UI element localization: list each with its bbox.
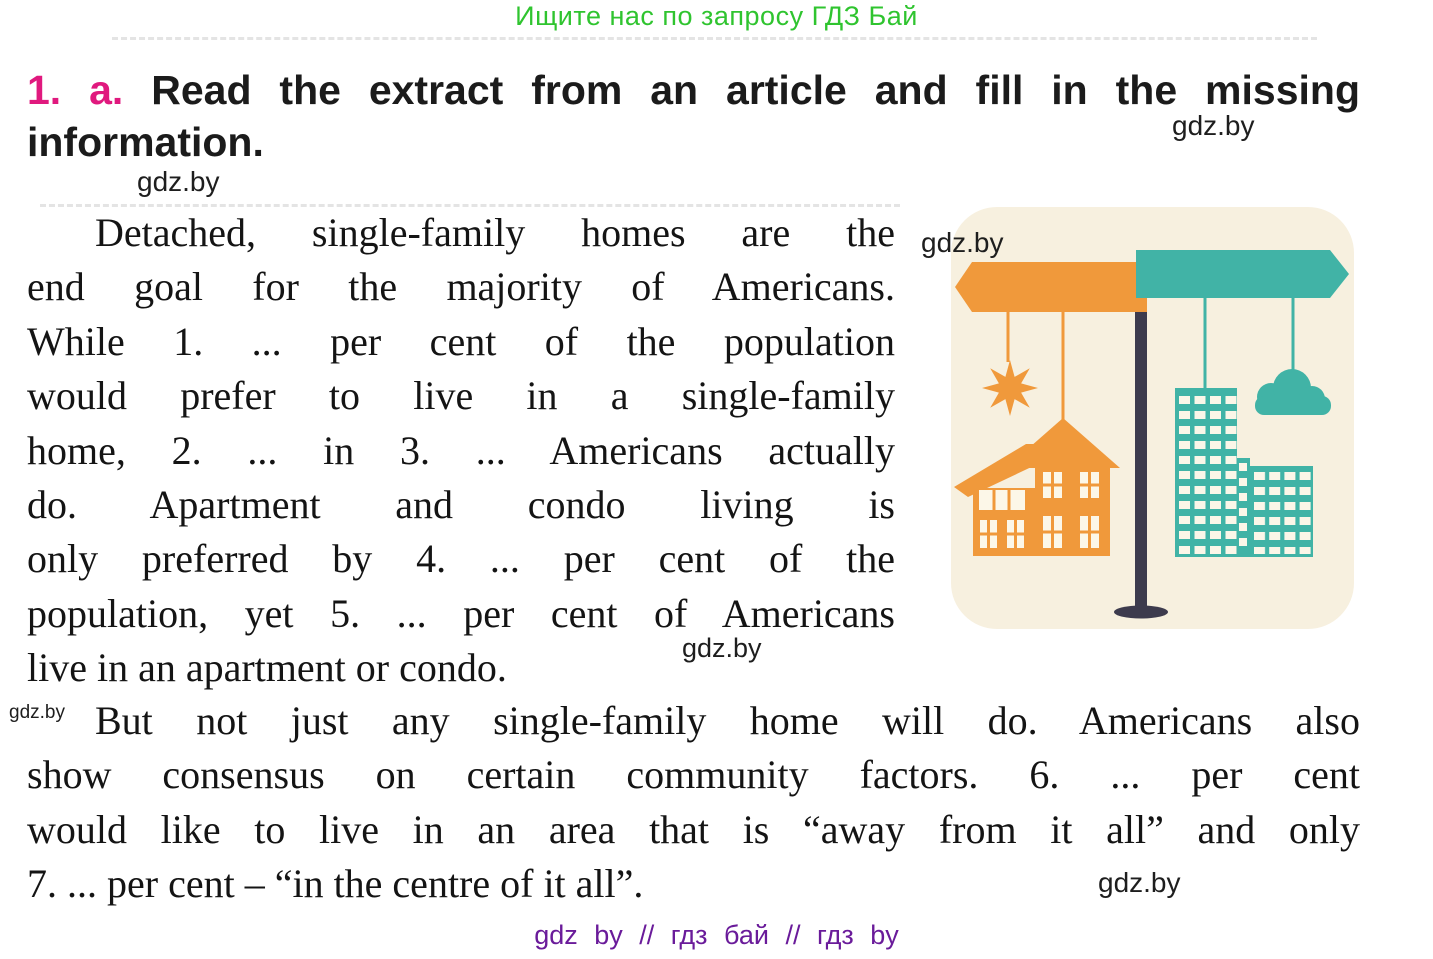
article-line: live in an apartment or condo.: [27, 645, 507, 691]
article-line: home, 2. ... in 3. ... Americans actuall…: [27, 427, 895, 473]
exercise-number: 1. a.: [27, 67, 124, 113]
sun-icon: [982, 360, 1038, 416]
article-paragraph-2: But not just any single-family home will…: [27, 694, 1360, 912]
gdzby-watermark: gdz.by: [9, 702, 65, 723]
right-sign-arrow: [1136, 250, 1349, 298]
gdzby-watermark: gdz.by: [921, 227, 1004, 258]
article-line: 7. ... per cent – “in the centre of it a…: [27, 861, 644, 907]
dashed-divider-top: [112, 37, 1317, 40]
hanging-string: [1203, 296, 1207, 388]
signpost-pole: [1114, 262, 1168, 619]
article-line: Detached, single-family homes are the: [95, 210, 895, 255]
gdzby-watermark: gdz.by: [137, 166, 220, 197]
article-line: show consensus on certain community fact…: [27, 752, 1360, 798]
cloud-icon: [1255, 369, 1331, 415]
hanging-string: [1061, 310, 1065, 420]
article-line: only preferred by 4. ... per cent of the: [27, 536, 895, 582]
exercise-heading: 1. a. Read the extract from an article a…: [27, 64, 1360, 168]
gdzby-watermark: gdz.by: [1172, 110, 1255, 141]
dashed-divider-mid: [40, 204, 900, 207]
buildings-icon: [1175, 388, 1313, 557]
article-line: end goal for the majority of Americans.: [27, 264, 895, 310]
article-line: But not just any single-family home will…: [95, 698, 1360, 743]
hanging-string: [1291, 296, 1295, 371]
gdzby-watermark: gdz.by: [682, 633, 762, 663]
article-line: would like to live in an area that is “a…: [27, 806, 1360, 852]
article-paragraph-1: Detached, single-family homes are the en…: [27, 206, 895, 696]
left-sign-arrow: [955, 262, 1147, 312]
article-line: population, yet 5. ... per cent of Ameri…: [27, 590, 895, 636]
exercise-title-text: Read the extract from an article and fil…: [151, 67, 1360, 113]
site-banner: Ищите нас по запросу ГДЗ Бай: [515, 1, 918, 31]
signpost-illustration: [951, 207, 1354, 629]
article-line: While 1. ... per cent of the population: [27, 318, 895, 364]
gdzby-watermark: gdz.by: [1098, 867, 1181, 898]
footer-links: gdz by // гдз бай // гдз by: [534, 920, 899, 950]
article-line: do. Apartment and condo living is: [27, 482, 895, 528]
article-line: would prefer to live in a single-family: [27, 373, 895, 419]
exercise-heading-line2: information.: [27, 119, 264, 165]
house-icon: [954, 418, 1120, 556]
hanging-string: [1006, 310, 1010, 362]
exercise-heading-line1: 1. a. Read the extract from an article a…: [27, 64, 1360, 116]
